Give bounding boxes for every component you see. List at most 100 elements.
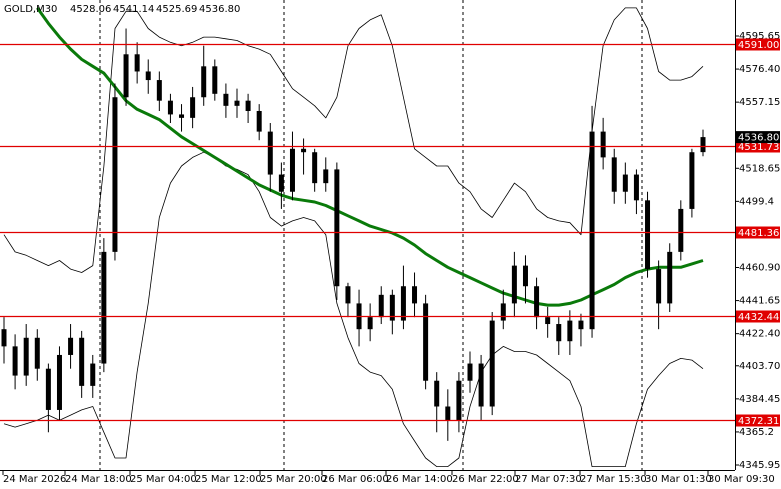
candle-body <box>267 131 273 175</box>
high-label: 4541.14 <box>113 4 154 15</box>
level-box <box>736 226 780 239</box>
candle-body <box>56 354 62 410</box>
candle-body <box>245 100 251 111</box>
y-tick-label: 4518.65 <box>739 163 780 174</box>
level-label: 4372.31 <box>738 416 779 427</box>
indicator-line <box>3 7 704 273</box>
price-box <box>736 131 780 144</box>
x-tick-label: 25 Mar 12:00 <box>195 474 262 485</box>
plot <box>0 7 735 467</box>
candle-body <box>434 380 440 407</box>
candle-body <box>489 320 495 407</box>
candle-body <box>478 363 484 407</box>
candle-body <box>689 152 695 209</box>
candle-body <box>534 286 540 318</box>
candle-body <box>323 169 329 184</box>
candle-body <box>79 337 85 386</box>
candle-body <box>12 346 18 376</box>
candle-body <box>278 174 284 192</box>
candle-body <box>101 251 107 364</box>
candle-body <box>656 269 662 304</box>
x-tick-label: 26 Mar 14:00 <box>386 474 453 485</box>
level-label: 4591.00 <box>738 40 779 51</box>
candle-body <box>522 265 528 287</box>
candle-body <box>412 286 418 304</box>
level-label: 4481.36 <box>738 228 779 239</box>
candle-body <box>367 317 373 330</box>
candle-body <box>578 320 584 330</box>
x-tick-label: 25 Mar 04:00 <box>130 474 197 485</box>
x-tick-label: 30 Mar 09:30 <box>708 474 775 485</box>
level-box <box>736 38 780 51</box>
candle-body <box>301 148 307 153</box>
candle-body <box>123 54 129 98</box>
candle-body <box>400 286 406 321</box>
x-tick-label: 26 Mar 22:00 <box>452 474 519 485</box>
x-tick-label: 24 Mar 2026 <box>3 474 66 485</box>
candle-body <box>567 320 573 342</box>
y-tick-label: 4595.65 <box>739 31 780 42</box>
y-tick-label: 4557.15 <box>739 97 780 108</box>
x-tick-label: 26 Mar 06:00 <box>322 474 389 485</box>
y-tick-label: 4460.90 <box>739 263 780 274</box>
candle-body <box>112 97 118 252</box>
candle-body <box>256 110 262 132</box>
candle-body <box>622 174 628 192</box>
candle-body <box>378 294 384 318</box>
candle-body <box>678 208 684 252</box>
x-tick-label: 25 Mar 20:00 <box>260 474 327 485</box>
candle-body <box>556 324 562 342</box>
x-tick-label: 27 Mar 15:30 <box>580 474 647 485</box>
candle-body <box>134 54 140 72</box>
candle-body <box>68 337 74 355</box>
candle-body <box>167 100 173 115</box>
candle-body <box>179 114 185 118</box>
candle-body <box>589 131 595 330</box>
candle-body <box>34 337 40 369</box>
y-tick-label: 4384.45 <box>739 394 780 405</box>
open-label: 4528.06 <box>70 4 111 15</box>
x-tick-label: 30 Mar 01:30 <box>645 474 712 485</box>
candle-body <box>456 380 462 421</box>
candle-body <box>23 337 29 376</box>
level-box <box>736 140 780 153</box>
level-box <box>736 310 780 323</box>
y-tick-label: 4403.70 <box>739 361 780 372</box>
candle-body <box>500 303 506 321</box>
candle-body <box>334 169 340 287</box>
axes: 4345.95 4365.2 4384.45 4403.70 4422.40 4441.6… <box>2 31 780 485</box>
level-box <box>736 414 780 427</box>
candle-body <box>201 66 207 98</box>
candle-body <box>145 71 151 81</box>
candle-body <box>645 200 651 270</box>
y-tick-label: 4499.4 <box>739 196 774 207</box>
candle-body <box>445 406 451 421</box>
candle-body <box>423 303 429 381</box>
chart-title: GOLD,M30 <box>4 4 57 15</box>
candle-body <box>234 100 240 106</box>
price-label: 4536.80 <box>738 133 779 144</box>
y-tick-label: 4345.95 <box>739 460 780 471</box>
x-tick-label: 27 Mar 07:30 <box>515 474 582 485</box>
candle-body <box>212 66 218 94</box>
candle-body <box>389 294 395 321</box>
level-label: 4432.44 <box>738 312 779 323</box>
candle-body <box>1 329 7 347</box>
candle-body <box>45 368 51 410</box>
candle-body <box>600 131 606 158</box>
candle-body <box>633 174 639 201</box>
level-label: 4531.73 <box>738 142 779 153</box>
candle-body <box>345 286 351 304</box>
y-tick-label: 4441.65 <box>739 296 780 307</box>
candle-body <box>467 363 473 381</box>
indicator-line <box>3 151 704 467</box>
candle-body <box>700 137 706 153</box>
y-tick-label: 4365.2 <box>739 427 774 438</box>
header: GOLD,M30 4528.06 4541.14 4525.69 4536.80 <box>4 4 240 15</box>
candle-body <box>289 148 295 192</box>
y-tick-label: 4422.40 <box>739 329 780 340</box>
candle-body <box>223 93 229 106</box>
candle-body <box>511 265 517 304</box>
